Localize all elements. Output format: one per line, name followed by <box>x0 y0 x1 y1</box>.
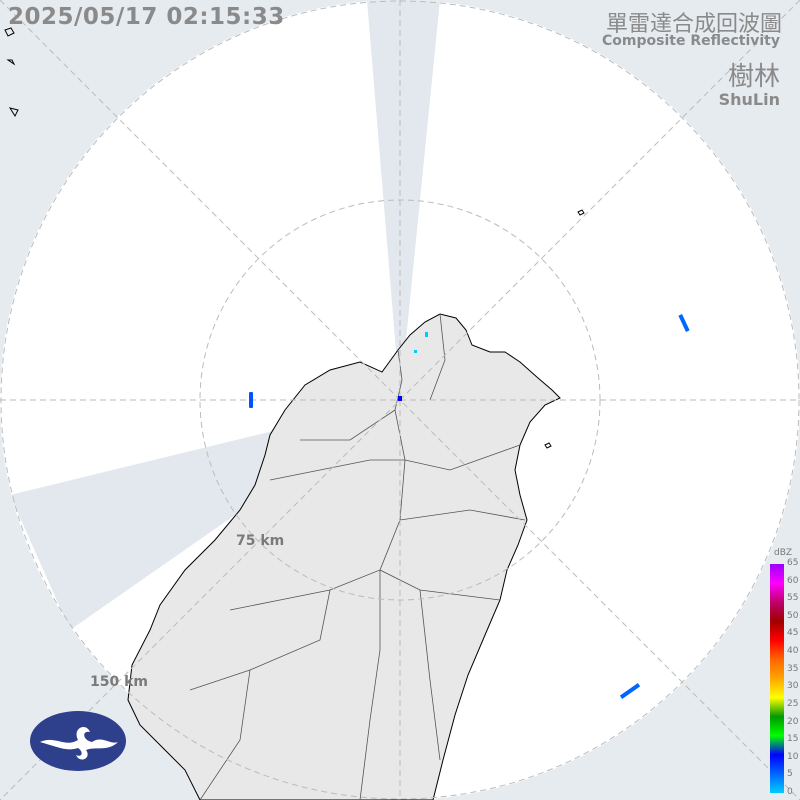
legend-tick: 50 <box>787 610 799 621</box>
legend-tick: 55 <box>787 593 799 604</box>
legend-tick: 65 <box>787 558 799 568</box>
site-name-en: ShuLin <box>718 90 780 109</box>
legend-tick: 25 <box>787 698 799 709</box>
range-label-150: 150 km <box>90 674 148 690</box>
site-name-zh: 樹林 <box>727 62 780 92</box>
legend-tick: 40 <box>787 646 799 657</box>
legend-unit: dBZ <box>774 548 793 558</box>
legend-tick: 35 <box>787 663 799 674</box>
taiwan-land <box>4 27 585 800</box>
legend-tick: 5 <box>787 769 793 780</box>
legend-tick: 60 <box>787 575 799 586</box>
cwa-logo <box>30 711 126 771</box>
legend-tick: 15 <box>787 734 799 745</box>
legend-tick: 10 <box>787 751 799 762</box>
radar-echoes <box>249 313 690 699</box>
product-title-en: Composite Reflectivity <box>602 33 780 49</box>
range-label-75: 75 km <box>236 533 285 549</box>
legend-tick: 0 <box>787 787 793 797</box>
legend-tick: 30 <box>787 681 799 692</box>
timestamp: 2025/05/17 02:15:33 <box>8 4 285 30</box>
legend-tick: 45 <box>787 628 799 639</box>
legend-tick: 20 <box>787 716 799 727</box>
product-title-zh: 單雷達合成回波圖 <box>605 12 782 37</box>
legend-color-bar <box>770 564 784 793</box>
